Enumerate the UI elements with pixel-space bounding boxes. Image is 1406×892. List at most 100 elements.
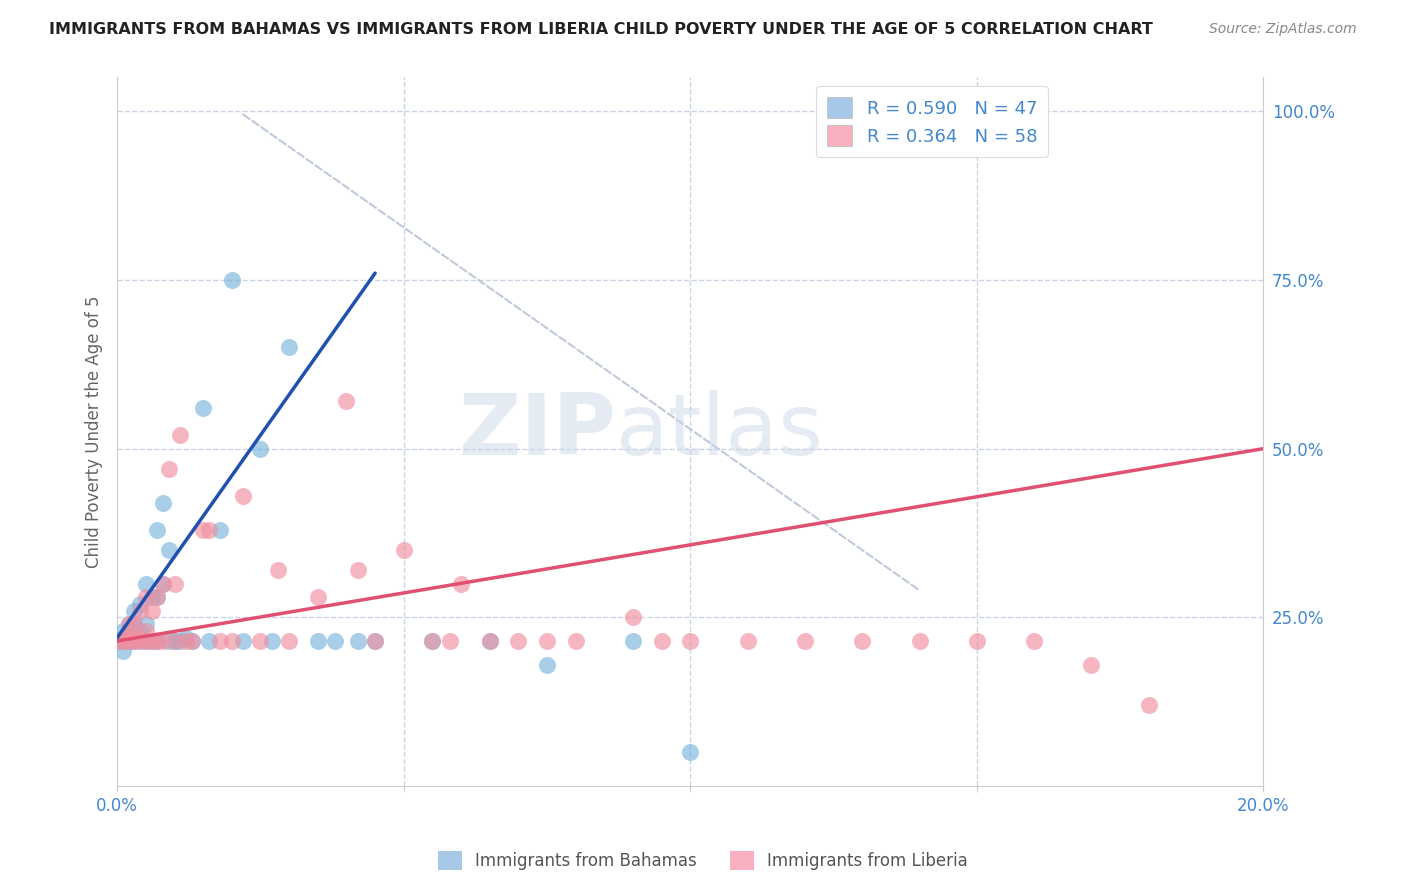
Point (564, 634, 586, 648)
Point (129, 624, 152, 638)
Point (221, 634, 243, 648)
Point (163, 634, 186, 648)
Point (191, 523, 214, 537)
Text: atlas: atlas (616, 391, 824, 474)
Text: Source: ZipAtlas.com: Source: ZipAtlas.com (1209, 22, 1357, 37)
Point (278, 634, 301, 648)
Point (146, 634, 169, 648)
Point (174, 631, 197, 645)
Point (221, 273, 243, 287)
Point (141, 634, 163, 648)
Point (124, 617, 146, 632)
Point (135, 617, 157, 632)
Point (335, 394, 357, 409)
Point (129, 631, 152, 645)
Point (439, 634, 461, 648)
Point (169, 634, 191, 648)
Point (232, 634, 254, 648)
Point (111, 634, 134, 648)
Point (152, 576, 174, 591)
Point (679, 634, 702, 648)
Point (129, 634, 152, 648)
Point (118, 617, 141, 632)
Point (364, 634, 387, 648)
Point (124, 634, 146, 648)
Point (135, 634, 157, 648)
Point (966, 634, 988, 648)
Point (1137, 698, 1160, 713)
Legend: Immigrants from Bahamas, Immigrants from Liberia: Immigrants from Bahamas, Immigrants from… (432, 844, 974, 877)
Point (135, 576, 157, 591)
Point (124, 631, 146, 645)
Point (307, 590, 329, 604)
Point (621, 610, 644, 624)
Point (249, 442, 271, 456)
Point (118, 631, 141, 645)
Point (141, 634, 163, 648)
Point (163, 576, 186, 591)
Point (108, 634, 131, 648)
Point (679, 745, 702, 759)
Point (851, 634, 873, 648)
Point (737, 634, 759, 648)
Point (118, 631, 141, 645)
Point (169, 428, 191, 442)
Point (152, 634, 174, 648)
Point (135, 624, 157, 638)
Point (157, 634, 180, 648)
Point (536, 634, 558, 648)
Point (793, 634, 815, 648)
Point (364, 634, 387, 648)
Point (307, 634, 329, 648)
Point (508, 634, 530, 648)
Point (163, 634, 186, 648)
Point (209, 634, 232, 648)
Point (651, 634, 673, 648)
Point (180, 634, 202, 648)
Point (478, 634, 501, 648)
Point (232, 489, 254, 503)
Point (129, 597, 152, 611)
Point (111, 644, 134, 658)
Point (146, 634, 169, 648)
Point (118, 634, 141, 648)
Point (908, 634, 931, 648)
Point (111, 634, 134, 648)
Point (135, 634, 157, 648)
Point (180, 634, 202, 648)
Point (124, 634, 146, 648)
Point (536, 657, 558, 672)
Point (108, 634, 131, 648)
Point (157, 462, 180, 476)
Point (152, 576, 174, 591)
Point (129, 634, 152, 648)
Point (174, 634, 197, 648)
Point (157, 542, 180, 557)
Point (124, 631, 146, 645)
Point (266, 563, 288, 577)
Point (135, 590, 157, 604)
Point (118, 634, 141, 648)
Point (124, 617, 146, 632)
Point (249, 634, 271, 648)
Point (450, 576, 472, 591)
Point (621, 634, 644, 648)
Point (124, 604, 146, 618)
Legend: R = 0.590   N = 47, R = 0.364   N = 58: R = 0.590 N = 47, R = 0.364 N = 58 (817, 87, 1047, 157)
Point (422, 634, 444, 648)
Text: IMMIGRANTS FROM BAHAMAS VS IMMIGRANTS FROM LIBERIA CHILD POVERTY UNDER THE AGE O: IMMIGRANTS FROM BAHAMAS VS IMMIGRANTS FR… (49, 22, 1153, 37)
Point (323, 634, 346, 648)
Point (146, 590, 169, 604)
Point (209, 523, 232, 537)
Point (1080, 657, 1102, 672)
Point (118, 617, 141, 632)
Point (198, 523, 221, 537)
Point (478, 634, 501, 648)
Point (1024, 634, 1046, 648)
Point (422, 634, 444, 648)
Point (347, 634, 370, 648)
Point (146, 590, 169, 604)
Point (278, 340, 301, 354)
Point (146, 523, 169, 537)
Point (392, 542, 415, 557)
